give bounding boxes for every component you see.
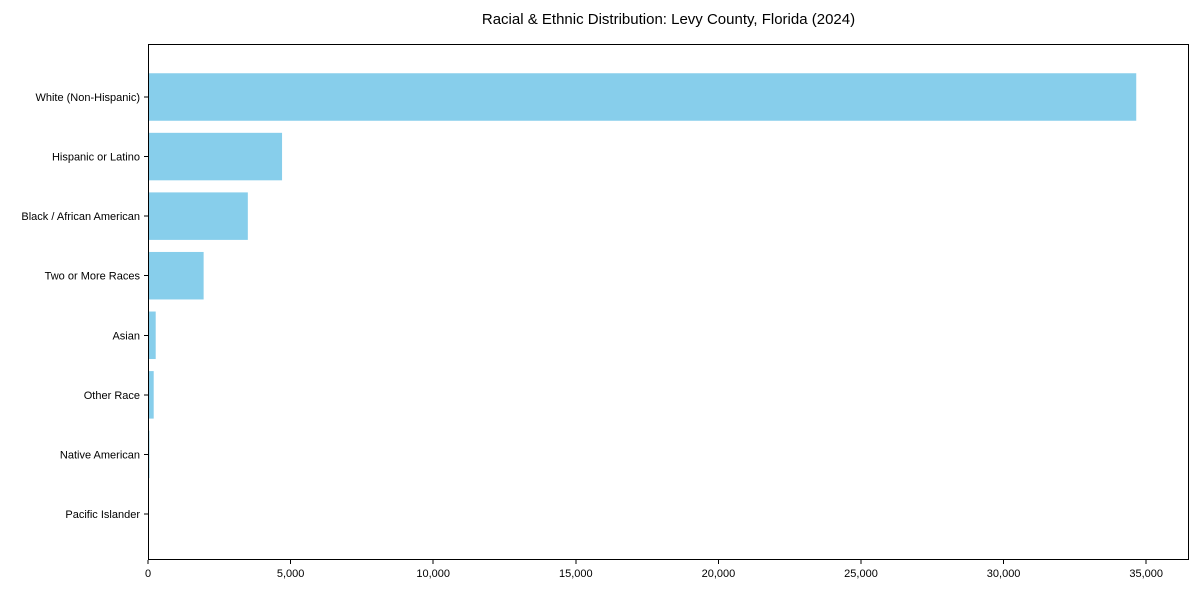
- y-tick-label-pacific-islander: Pacific Islander: [65, 509, 140, 521]
- x-tick-label: 35,000: [1129, 568, 1163, 580]
- chart-title: Racial & Ethnic Distribution: Levy Count…: [481, 11, 856, 28]
- bar-two-or-more-races: [148, 251, 204, 300]
- x-tick-label: 5,000: [277, 568, 305, 580]
- x-tick-label: 30,000: [987, 568, 1021, 580]
- y-tick-label-asian: Asian: [112, 330, 140, 342]
- x-tick-label: 15,000: [559, 568, 593, 580]
- y-tick-label-white-non-hispanic: White (Non-Hispanic): [35, 92, 140, 104]
- x-tick-label: 10,000: [416, 568, 450, 580]
- y-tick-label-two-or-more-races: Two or More Races: [45, 271, 141, 283]
- plot-border: [148, 44, 1189, 560]
- bar-white-non-hispanic: [148, 73, 1137, 121]
- y-tick-label-other-race: Other Race: [84, 390, 140, 402]
- x-tick-label: 20,000: [702, 568, 736, 580]
- bar-hispanic-or-latino: [148, 132, 283, 181]
- y-tick-label-hispanic-or-latino: Hispanic or Latino: [52, 152, 140, 164]
- x-tick-label: 0: [145, 568, 151, 580]
- y-tick-label-native-american: Native American: [60, 449, 140, 461]
- y-tick-label-black-african-american: Black / African American: [21, 211, 140, 223]
- bar-other-race: [148, 371, 154, 419]
- bar-black-african-american: [148, 192, 248, 240]
- x-tick-label: 25,000: [844, 568, 878, 580]
- bar-asian: [148, 311, 156, 360]
